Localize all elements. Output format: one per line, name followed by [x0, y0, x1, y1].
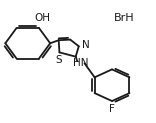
Text: N: N	[82, 40, 89, 50]
Text: OH: OH	[35, 13, 51, 23]
Text: BrH: BrH	[114, 13, 135, 23]
Text: F: F	[109, 104, 115, 114]
Text: S: S	[55, 55, 62, 65]
Text: HN: HN	[73, 58, 89, 68]
